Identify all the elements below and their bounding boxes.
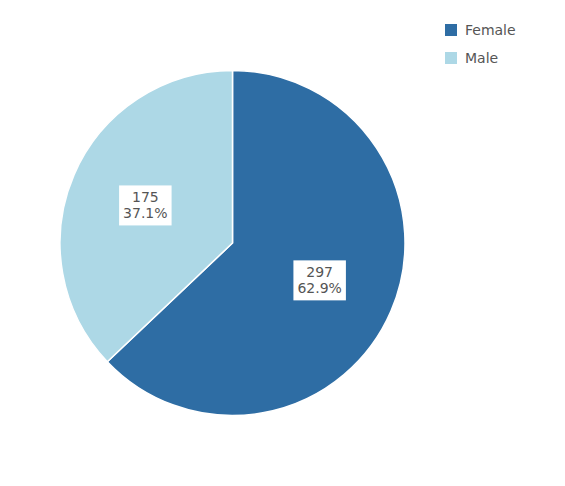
chart: 29762.9% 17537.1% Female Male [0,0,565,486]
data-label: 29762.9% [297,264,341,296]
legend-swatch [445,24,457,36]
pie [60,71,405,416]
data-label-background [119,185,171,225]
legend-item: Male [445,50,498,66]
data-label-group: 17537.1% [119,185,171,225]
legend: Female Male [445,22,516,66]
pie-slice [60,71,233,362]
data-label: 17537.1% [123,189,167,221]
legend-label: Female [465,22,516,38]
legend-label: Male [465,50,498,66]
legend-item: Female [445,22,516,38]
data-label-background [293,260,345,300]
data-label-group: 29762.9% [293,260,345,300]
legend-swatch [445,52,457,64]
data-labels: 29762.9% 17537.1% [119,185,346,300]
